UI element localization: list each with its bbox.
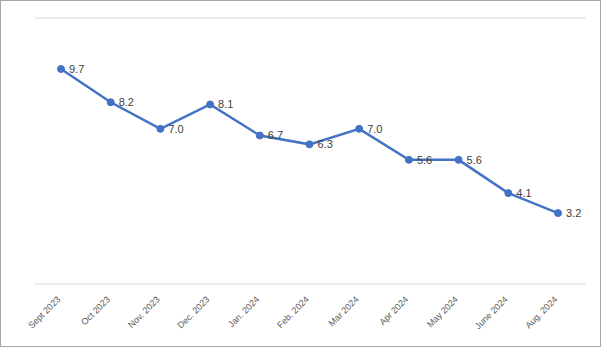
- svg-text:3.2: 3.2: [566, 207, 581, 219]
- svg-text:9.7: 9.7: [69, 63, 84, 75]
- svg-text:8.1: 8.1: [218, 98, 233, 110]
- svg-text:Nov. 2023: Nov. 2023: [126, 294, 162, 330]
- svg-text:7.0: 7.0: [168, 123, 183, 135]
- svg-text:5.6: 5.6: [417, 154, 432, 166]
- svg-text:May 2024: May 2024: [425, 294, 460, 329]
- svg-text:6.3: 6.3: [318, 138, 333, 150]
- svg-text:7.0: 7.0: [367, 123, 382, 135]
- svg-text:Mar 2024: Mar 2024: [327, 294, 361, 328]
- svg-text:Jan. 2024: Jan. 2024: [226, 294, 261, 329]
- svg-text:Feb. 2024: Feb. 2024: [275, 294, 311, 330]
- svg-text:5.6: 5.6: [467, 154, 482, 166]
- svg-text:4.1: 4.1: [516, 187, 531, 199]
- svg-text:8.2: 8.2: [119, 96, 134, 108]
- svg-text:6.7: 6.7: [268, 129, 283, 141]
- svg-text:Sept 2023: Sept 2023: [26, 294, 62, 330]
- svg-text:Oct 2023: Oct 2023: [79, 294, 112, 327]
- svg-text:June 2024: June 2024: [473, 294, 510, 331]
- svg-text:Aug. 2024: Aug. 2024: [523, 294, 559, 330]
- svg-text:Apr 2024: Apr 2024: [377, 294, 410, 327]
- svg-text:Dec. 2023: Dec. 2023: [175, 294, 211, 330]
